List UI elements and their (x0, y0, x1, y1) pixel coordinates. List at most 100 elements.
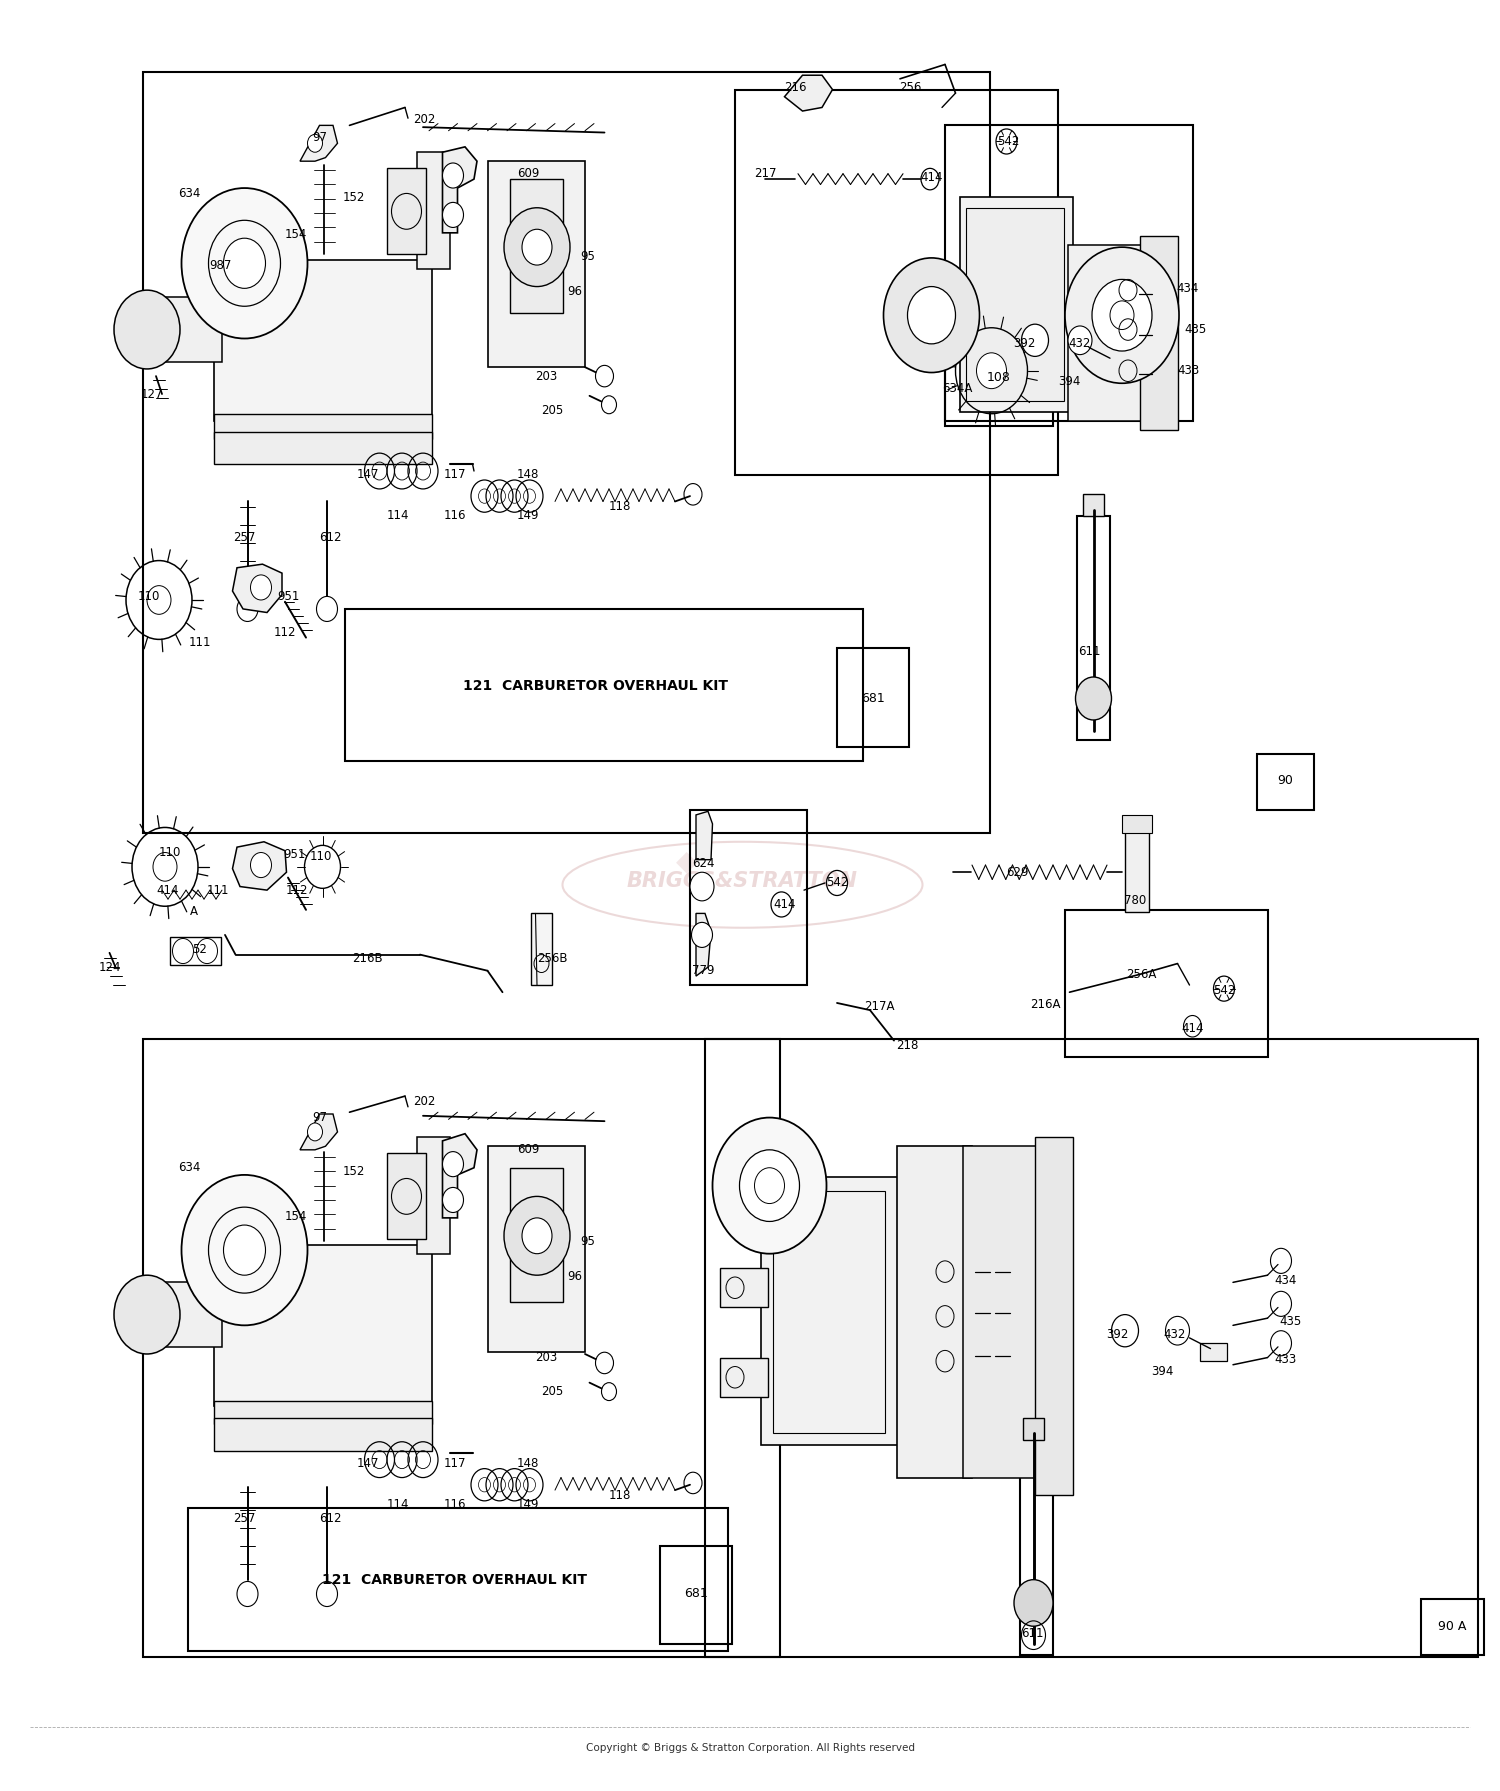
Text: 681: 681 (861, 691, 885, 706)
Bar (897, 1146, 972, 1478)
Circle shape (712, 1118, 827, 1254)
Text: 111: 111 (189, 636, 210, 650)
Text: 216A: 216A (1030, 998, 1060, 1012)
Text: 257: 257 (234, 1512, 255, 1526)
Text: 256: 256 (900, 81, 921, 95)
Bar (531, 913, 552, 985)
Bar (720, 1268, 768, 1307)
Bar (1077, 516, 1110, 740)
Circle shape (602, 1383, 616, 1401)
Text: 414: 414 (1182, 1021, 1203, 1035)
Text: 117: 117 (444, 467, 465, 482)
Bar (387, 168, 426, 254)
Polygon shape (300, 125, 338, 161)
Text: BRIGGS&STRATTON: BRIGGS&STRATTON (627, 870, 858, 892)
Circle shape (1092, 279, 1152, 351)
Bar (963, 1146, 1046, 1478)
Text: 110: 110 (138, 589, 159, 604)
Bar (1023, 1418, 1044, 1440)
Bar (488, 161, 585, 367)
Text: 111: 111 (206, 883, 228, 897)
Circle shape (976, 353, 1006, 389)
Circle shape (1166, 1316, 1190, 1345)
Text: 257: 257 (234, 530, 255, 544)
Bar (214, 1245, 432, 1406)
Text: 256B: 256B (537, 951, 567, 965)
Text: 256A: 256A (1126, 967, 1156, 981)
Circle shape (740, 1150, 800, 1221)
Text: 433: 433 (1275, 1352, 1296, 1367)
Text: 434: 434 (1275, 1273, 1296, 1288)
Text: 147: 147 (357, 1456, 378, 1470)
Bar (1100, 353, 1126, 371)
Text: 394: 394 (1059, 374, 1080, 389)
Text: 116: 116 (444, 1497, 465, 1512)
Polygon shape (442, 147, 477, 233)
Bar (760, 1177, 903, 1445)
Bar (960, 197, 1072, 412)
Circle shape (237, 596, 258, 621)
Bar (488, 1146, 585, 1352)
Circle shape (251, 853, 272, 878)
Polygon shape (232, 842, 286, 890)
Circle shape (692, 922, 712, 947)
Bar (417, 152, 450, 269)
Text: A: A (189, 904, 198, 919)
Text: 121  CARBURETOR OVERHAUL KIT: 121 CARBURETOR OVERHAUL KIT (464, 679, 728, 693)
Bar (170, 937, 220, 965)
Circle shape (442, 1187, 464, 1213)
Bar (214, 1418, 432, 1451)
Circle shape (1014, 1580, 1053, 1626)
Circle shape (316, 596, 338, 621)
Text: 203: 203 (536, 1350, 556, 1365)
Circle shape (1022, 324, 1048, 356)
Text: 114: 114 (387, 1497, 408, 1512)
Text: 542: 542 (827, 876, 848, 890)
Text: 624: 624 (692, 856, 714, 870)
Text: 435: 435 (1280, 1315, 1300, 1329)
Text: 216B: 216B (352, 951, 382, 965)
Bar (1257, 754, 1314, 810)
Circle shape (237, 1581, 258, 1607)
Bar (387, 1153, 426, 1239)
Text: 779: 779 (692, 964, 714, 978)
Bar (510, 179, 562, 313)
Text: 611: 611 (1020, 1626, 1044, 1641)
Text: 112: 112 (285, 883, 309, 897)
Text: 95: 95 (580, 1234, 596, 1248)
Circle shape (251, 575, 272, 600)
Bar (1125, 826, 1149, 912)
Bar (772, 1191, 885, 1433)
Bar (142, 72, 990, 833)
Circle shape (690, 872, 714, 901)
Text: 612: 612 (318, 1512, 340, 1526)
Circle shape (182, 1175, 308, 1325)
Text: 116: 116 (444, 509, 465, 523)
Circle shape (153, 853, 177, 881)
Polygon shape (300, 1114, 338, 1150)
Text: 542: 542 (998, 134, 1018, 149)
Text: 218: 218 (897, 1039, 918, 1053)
Text: Copyright © Briggs & Stratton Corporation. All Rights reserved: Copyright © Briggs & Stratton Corporatio… (585, 1743, 915, 1753)
Text: 202: 202 (414, 1094, 435, 1109)
Bar (837, 648, 909, 747)
Text: 148: 148 (518, 1456, 538, 1470)
Bar (1035, 1137, 1072, 1495)
Text: 127: 127 (141, 387, 162, 401)
Circle shape (522, 1218, 552, 1254)
Text: 435: 435 (1185, 322, 1206, 337)
Bar (1065, 910, 1268, 1057)
Text: 121  CARBURETOR OVERHAUL KIT: 121 CARBURETOR OVERHAUL KIT (322, 1572, 586, 1587)
Text: 609: 609 (518, 1143, 538, 1157)
Text: 414: 414 (774, 897, 795, 912)
Bar (966, 208, 1064, 401)
Circle shape (114, 1275, 180, 1354)
Bar (945, 125, 1192, 421)
Bar (1200, 1343, 1227, 1361)
Text: 90 A: 90 A (1438, 1619, 1466, 1633)
Bar (510, 1168, 562, 1302)
Text: 154: 154 (285, 227, 306, 242)
Text: 392: 392 (1107, 1327, 1128, 1341)
Text: 987: 987 (210, 258, 231, 272)
Bar (147, 1282, 222, 1347)
